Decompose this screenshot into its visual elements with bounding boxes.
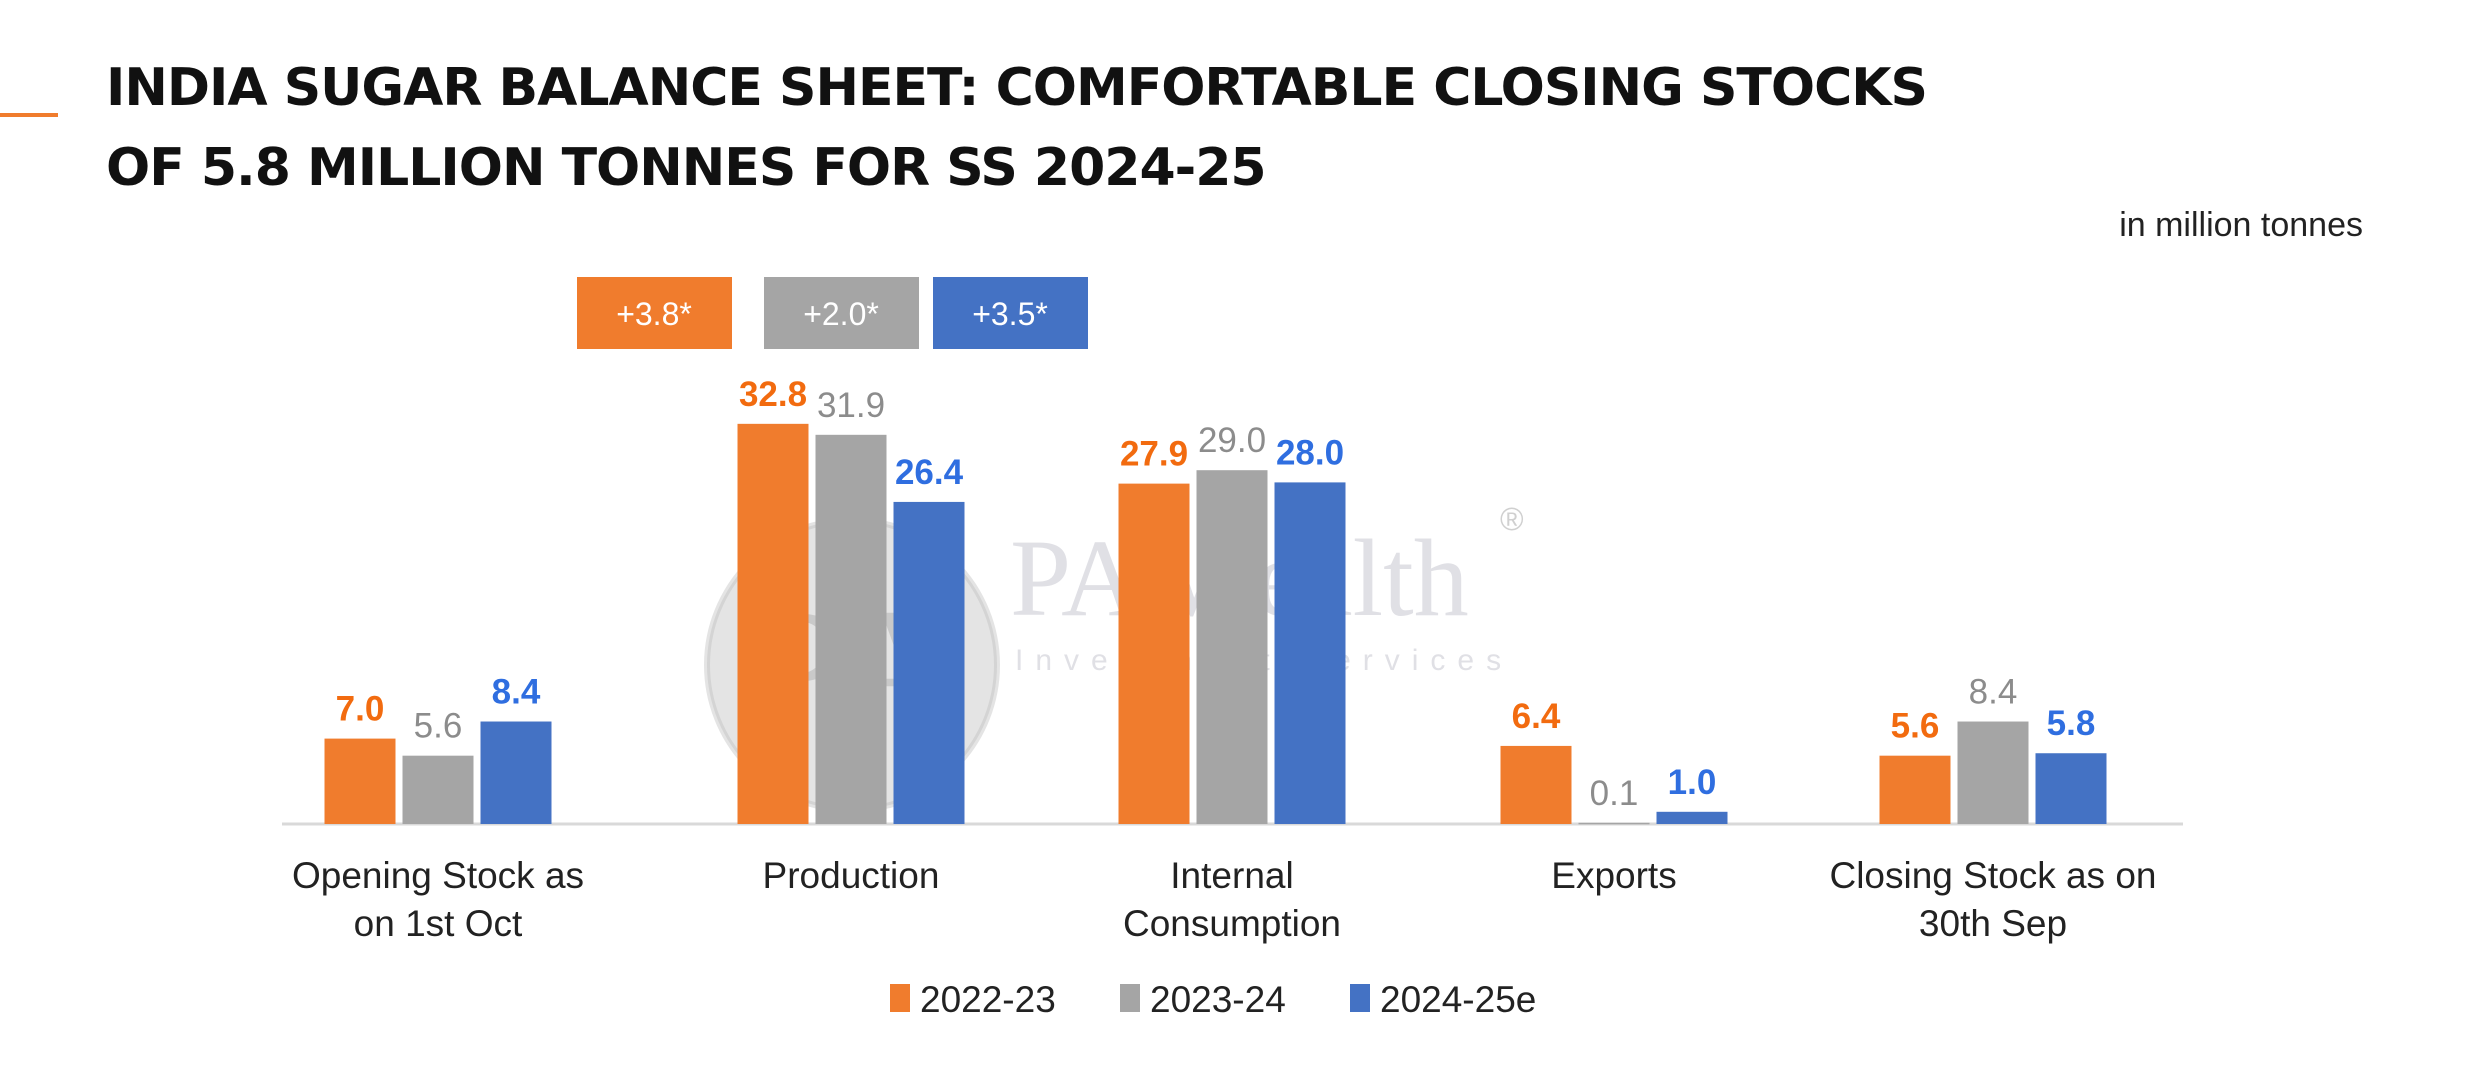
category-label: Exports: [1551, 855, 1676, 896]
data-label: 6.4: [1512, 697, 1561, 736]
bar-2024-25e: [893, 501, 965, 824]
bar-2024-25e: [480, 721, 552, 824]
category-label: Production: [763, 855, 940, 896]
bar-2023-24: [815, 434, 887, 824]
annotation-box: [933, 277, 1088, 349]
data-label: 5.6: [1891, 707, 1940, 746]
legend-label: 2024-25e: [1380, 979, 1536, 1020]
bar-2022-23: [1879, 755, 1951, 824]
data-label: 28.0: [1276, 433, 1344, 472]
legend-label: 2023-24: [1150, 979, 1286, 1020]
accent-dash: [0, 113, 58, 117]
data-label: 31.9: [817, 386, 885, 425]
bar-2024-25e: [2035, 753, 2107, 824]
bar-2024-25e: [1274, 482, 1346, 824]
bar-2022-23: [1118, 483, 1190, 824]
data-label: 27.9: [1120, 435, 1188, 474]
annotation-box: [577, 277, 732, 349]
data-label: 32.8: [739, 375, 807, 414]
bar-2023-24: [402, 755, 474, 824]
data-label: 0.1: [1590, 774, 1639, 813]
bar-2023-24: [1196, 470, 1268, 824]
category-label: Closing Stock as on: [1829, 855, 2156, 896]
title-line-2: OF 5.8 MILLION TONNES FOR SS 2024-25: [106, 138, 1267, 198]
data-label: 1.0: [1668, 763, 1717, 802]
bar-2022-23: [1500, 745, 1572, 824]
page-title: INDIA SUGAR BALANCE SHEET: COMFORTABLE C…: [106, 48, 1928, 208]
data-label: 26.4: [895, 453, 964, 492]
legend-swatch-2024-25e: [1350, 984, 1370, 1012]
bar-2022-23: [737, 423, 809, 824]
bar-2023-24: [1957, 721, 2029, 824]
data-label: 5.6: [414, 707, 463, 746]
data-label: 7.0: [336, 690, 385, 729]
title-line-1: INDIA SUGAR BALANCE SHEET: COMFORTABLE C…: [106, 58, 1928, 118]
bar-2024-25e: [1656, 811, 1728, 824]
annotation-label: +2.0*: [803, 296, 879, 332]
data-label: 8.4: [1969, 673, 2018, 712]
data-label: 5.8: [2047, 704, 2096, 743]
legend-swatch-2022-23: [890, 984, 910, 1012]
category-label: Internal: [1170, 855, 1293, 896]
bar-2022-23: [324, 738, 396, 824]
units-label: in million tonnes: [2119, 206, 2363, 244]
annotation-box: [764, 277, 919, 349]
legend-swatch-2023-24: [1120, 984, 1140, 1012]
data-label: 29.0: [1198, 421, 1266, 460]
annotation-label: +3.8*: [616, 296, 692, 332]
legend-label: 2022-23: [920, 979, 1056, 1020]
category-label: Opening Stock as: [292, 855, 584, 896]
category-label: 30th Sep: [1919, 903, 2067, 944]
category-label: on 1st Oct: [354, 903, 523, 944]
annotation-label: +3.5*: [972, 296, 1048, 332]
bar-2023-24: [1578, 822, 1650, 825]
data-label: 8.4: [492, 673, 541, 712]
watermark-registered-mark: ®: [1500, 501, 1524, 537]
category-label: Consumption: [1123, 903, 1341, 944]
